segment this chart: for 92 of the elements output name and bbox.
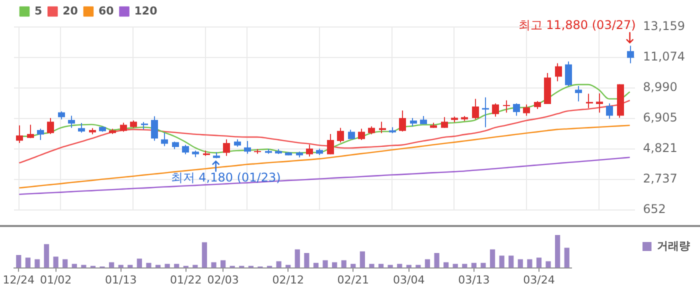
x-tick-label: 01/02 [40,273,72,286]
bar [25,258,30,268]
bar [294,249,300,268]
bar [322,260,328,268]
bar [527,259,532,268]
bar [369,264,374,268]
x-tick-label: 02/21 [337,273,369,286]
legend-label: 60 [98,4,114,18]
y-tick-label: 4,821 [643,140,678,155]
candlestick [223,138,230,156]
candlestick [523,104,530,116]
candlestick [120,122,127,132]
bar [109,262,114,268]
candlestick [399,110,406,132]
line-series [18,100,630,164]
bar [332,262,338,268]
annotation: 최고 11,880 (03/27) [518,18,636,32]
candlestick [492,102,499,118]
candlestick [68,115,75,128]
line-series [18,156,630,195]
x-tick-label: 02/12 [272,273,304,286]
bar [202,242,208,268]
bar [424,259,430,268]
bar [480,262,486,268]
candlestick [503,100,510,114]
candlestick [306,144,313,157]
annotation: 최저 4,180 (01/23) [170,170,281,184]
candlestick [441,116,448,128]
candlestick [627,45,634,64]
candlestick [37,128,44,140]
candlestick [596,92,603,114]
bar [211,262,216,268]
candlestick [513,102,520,116]
bar [564,248,570,268]
y-tick-label: 13,159 [643,19,685,34]
candlestick [555,62,562,82]
y-tick-label: 6,905 [643,110,678,125]
bar [136,258,142,268]
bar [146,262,152,268]
y-tick-label: 11,074 [643,50,685,64]
x-tick-label: 12/24 [2,273,34,286]
y-tick-label: 8,990 [643,80,678,94]
legend-label: 거래량 [657,239,690,252]
bar [518,259,523,268]
candlestick [161,132,168,147]
bar [44,244,50,268]
candlestick [16,124,23,144]
x-tick-label: 01/13 [105,273,137,286]
candlestick [151,116,158,142]
candlestick [337,127,344,143]
bar [555,235,560,268]
legend-label: 20 [62,4,78,18]
bar [508,256,514,268]
bar [220,260,226,268]
candlestick [327,133,334,155]
candlestick [606,102,613,120]
candlestick [78,122,85,134]
legend-label: 120 [134,4,158,18]
candlestick [244,140,251,154]
bar [53,256,58,268]
x-tick-label: 03/24 [523,273,555,286]
candlestick [358,128,365,140]
x-tick-label: 03/04 [393,273,425,286]
candlestick [47,118,54,134]
line-series [18,124,630,189]
bar [434,253,440,268]
candlestick [379,121,386,134]
bar [62,259,68,268]
x-tick-label: 02/03 [207,273,239,286]
candlestick [586,93,593,109]
bar [34,259,40,268]
bar [490,249,496,268]
bar [536,258,542,268]
bar [546,261,551,268]
x-tick-label: 01/22 [170,273,202,286]
bar [444,262,449,268]
legend-label: 5 [34,4,42,18]
bar [360,251,365,268]
x-tick-label: 03/13 [458,273,490,286]
bar [341,260,346,268]
y-tick-label: 2,737 [643,171,678,186]
candlestick [482,96,489,128]
candlestick [575,86,582,102]
bar [276,261,282,268]
bar [304,253,310,268]
candlestick [27,124,34,139]
candlestick [472,98,479,120]
y-tick-label: 652 [643,202,666,216]
candlestick [182,144,189,155]
bar [16,255,22,268]
candlestick [565,60,572,87]
bar [499,256,504,268]
